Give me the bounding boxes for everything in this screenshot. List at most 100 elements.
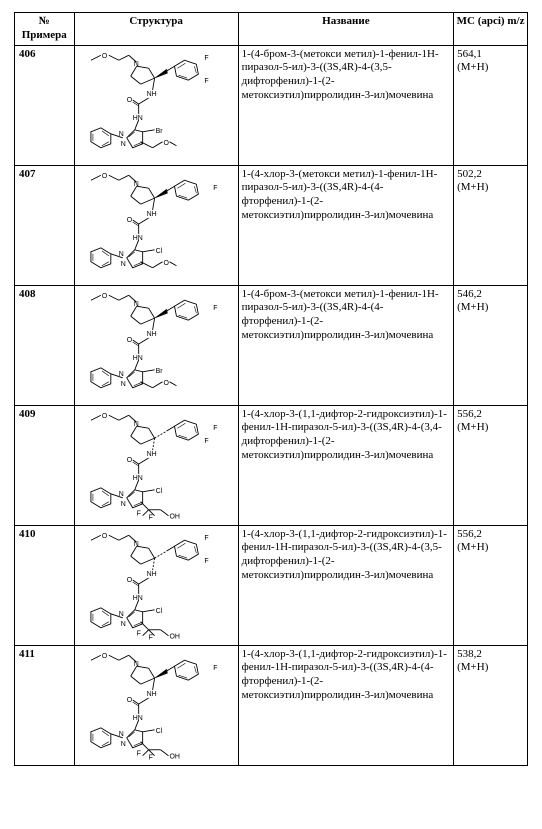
ms-ion: (M+H) [457,181,488,193]
ms-ion: (M+H) [457,661,488,673]
molecule-diagram: O N FF NH O HN N N Cl F F OH [77,528,236,643]
ms-cell: 502,2 (M+H) [454,165,528,285]
svg-text:F: F [148,514,152,521]
compound-name: 1-(4-бром-3-(метокси метил)-1-фенил-1Н-п… [238,45,453,165]
svg-text:O: O [126,697,132,704]
example-number: 411 [15,645,75,765]
svg-text:O: O [126,217,132,224]
ms-cell: 564,1 (M+H) [454,45,528,165]
svg-text:NH: NH [146,331,156,338]
svg-text:Cl: Cl [155,607,162,614]
header-struct: Структура [74,13,238,46]
svg-text:O: O [163,379,169,386]
ms-value: 538,2 [457,648,482,660]
compound-name: 1-(4-хлор-3-(1,1-дифтор-2-гидроксиэтил)-… [238,405,453,525]
header-name: Название [238,13,453,46]
molecule-diagram: O N F NH O HN N N Cl O [77,168,236,283]
svg-text:OH: OH [169,753,179,760]
svg-text:O: O [126,97,132,104]
svg-text:Cl: Cl [155,727,162,734]
example-number: 406 [15,45,75,165]
svg-text:F: F [204,535,208,542]
structure-cell: O N F NH O HN N N Cl O [74,165,238,285]
svg-text:O: O [163,259,169,266]
svg-text:NH: NH [146,691,156,698]
svg-text:N: N [120,620,125,627]
compound-name: 1-(4-бром-3-(метокси метил)-1-фенил-1Н-п… [238,285,453,405]
ms-ion: (M+H) [457,421,488,433]
ms-value: 556,2 [457,408,482,420]
ms-ion: (M+H) [457,301,488,313]
svg-text:F: F [213,305,217,312]
ms-value: 564,1 [457,48,482,60]
svg-text:F: F [213,425,217,432]
molecule-diagram: O N F NH O HN N N Cl F F OH [77,648,236,763]
svg-text:F: F [213,665,217,672]
ms-value: 546,2 [457,288,482,300]
ms-cell: 556,2 (M+H) [454,405,528,525]
svg-text:F: F [204,438,208,445]
structure-cell: O N FF NH O HN N N Cl F F OH [74,405,238,525]
svg-text:O: O [101,653,107,660]
svg-text:Br: Br [155,367,163,374]
structure-cell: O N F NH O HN N N Cl F F OH [74,645,238,765]
svg-text:O: O [101,413,107,420]
svg-text:F: F [136,630,140,637]
example-number: 408 [15,285,75,405]
svg-text:HN: HN [132,354,142,361]
svg-text:N: N [120,260,125,267]
svg-text:HN: HN [132,474,142,481]
compound-name: 1-(4-хлор-3-(1,1-дифтор-2-гидроксиэтил)-… [238,525,453,645]
table-row: 407 O N F NH O HN N N Cl O [15,165,528,285]
svg-text:NH: NH [146,91,156,98]
svg-text:OH: OH [169,633,179,640]
svg-text:F: F [204,558,208,565]
svg-text:HN: HN [132,234,142,241]
ms-value: 502,2 [457,168,482,180]
molecule-diagram: O N FF NH O HN N N Cl F F OH [77,408,236,523]
svg-text:O: O [163,139,169,146]
svg-text:O: O [101,293,107,300]
table-row: 411 O N F NH O HN N N Cl F F [15,645,528,765]
example-number: 410 [15,525,75,645]
svg-text:O: O [126,337,132,344]
structure-cell: O N FF NH O HN N N Br O [74,45,238,165]
example-number: 407 [15,165,75,285]
svg-text:NH: NH [146,211,156,218]
svg-text:N: N [120,500,125,507]
svg-text:F: F [204,78,208,85]
svg-text:F: F [136,750,140,757]
svg-text:Cl: Cl [155,247,162,254]
compound-name: 1-(4-хлор-3-(1,1-дифтор-2-гидроксиэтил)-… [238,645,453,765]
svg-text:HN: HN [132,714,142,721]
svg-text:F: F [148,634,152,641]
structure-cell: O N F NH O HN N N Br O [74,285,238,405]
svg-text:Cl: Cl [155,487,162,494]
ms-ion: (M+H) [457,61,488,73]
svg-text:F: F [136,510,140,517]
svg-text:N: N [120,740,125,747]
svg-text:N: N [120,380,125,387]
svg-text:O: O [101,173,107,180]
compound-name: 1-(4-хлор-3-(метокси метил)-1-фенил-1Н-п… [238,165,453,285]
molecule-diagram: O N FF NH O HN N N Br O [77,48,236,163]
table-row: 406 O N FF NH O HN N N Br O [15,45,528,165]
svg-text:NH: NH [146,451,156,458]
svg-text:F: F [204,55,208,62]
svg-text:O: O [126,577,132,584]
svg-text:O: O [101,533,107,540]
example-number: 409 [15,405,75,525]
structure-cell: O N FF NH O HN N N Cl F F OH [74,525,238,645]
table-row: 410 O N FF NH O HN N N Cl F F [15,525,528,645]
ms-cell: 556,2 (M+H) [454,525,528,645]
compound-table: № Примера Структура Название МС (apci) m… [14,12,528,766]
ms-cell: 546,2 (M+H) [454,285,528,405]
svg-text:F: F [213,185,217,192]
svg-text:O: O [126,457,132,464]
svg-text:O: O [101,53,107,60]
ms-value: 556,2 [457,528,482,540]
svg-text:HN: HN [132,114,142,121]
svg-text:OH: OH [169,513,179,520]
svg-text:NH: NH [146,571,156,578]
svg-text:Br: Br [155,127,163,134]
